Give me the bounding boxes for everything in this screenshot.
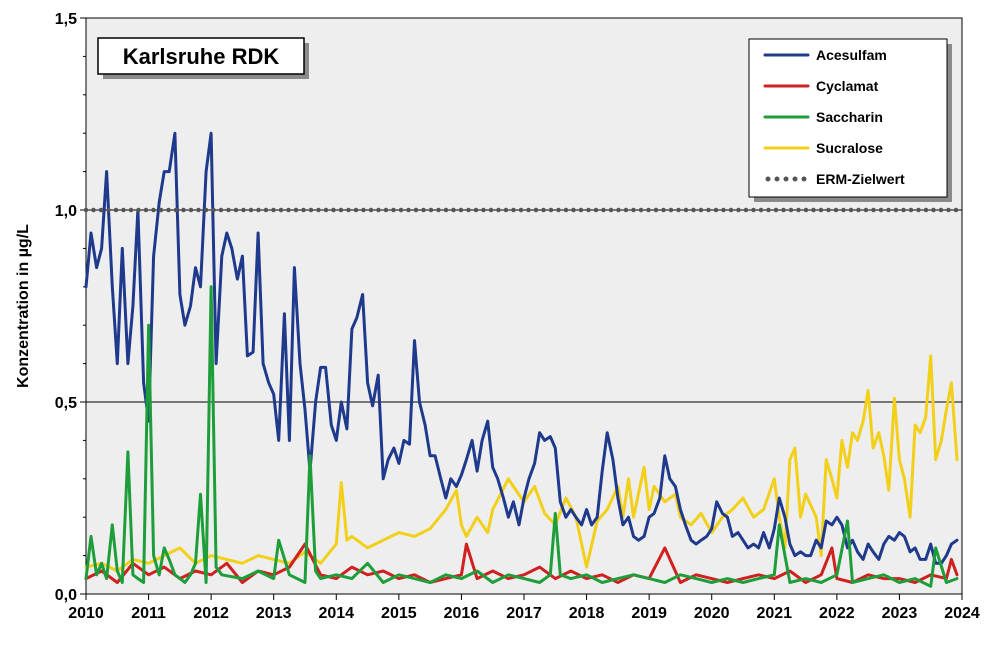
- series-layer: [83, 131, 965, 588]
- x-tick-label: 2021: [756, 605, 792, 622]
- x-tick-label: 2012: [193, 605, 229, 622]
- x-tick-label: 2020: [694, 605, 730, 622]
- legend: Acesulfam Cyclamat Saccharin Sucralose ERM-Z…: [748, 38, 952, 202]
- series-line-saccharin: [84, 285, 959, 588]
- legend-label-cyclamat: Cyclamat: [816, 78, 879, 94]
- legend-label-saccharin: Saccharin: [816, 109, 883, 125]
- series-line-acesulfam: [84, 131, 959, 565]
- y-tick-label: 0,0: [55, 587, 77, 604]
- y-axis-title: Konzentration in µg/L: [15, 224, 32, 388]
- x-tick-label: 2022: [819, 605, 855, 622]
- y-tick-label: 1,0: [55, 203, 77, 220]
- y-tick-label: 1,5: [55, 11, 77, 28]
- x-tick-label: 2011: [131, 605, 166, 622]
- legend-label-sucralose: Sucralose: [816, 140, 883, 156]
- chart-title: Karlsruhe RDK: [123, 44, 280, 69]
- x-tick-label: 2014: [318, 605, 354, 622]
- x-tick-label: 2010: [68, 605, 104, 622]
- legend-label-erm-zielwert: ERM-Zielwert: [816, 171, 905, 187]
- x-tick-label: 2017: [506, 605, 542, 622]
- x-tick-label: 2018: [569, 605, 605, 622]
- x-tick-label: 2023: [882, 605, 918, 622]
- y-axis: 0,0 0,5 1,0 1,5: [55, 11, 86, 604]
- x-tick-label: 2016: [444, 605, 480, 622]
- legend-label-acesulfam: Acesulfam: [816, 47, 887, 63]
- y-tick-label: 0,5: [55, 395, 77, 412]
- grid: [86, 209, 962, 403]
- series-line-sucralose: [84, 354, 959, 573]
- x-tick-label: 2015: [381, 605, 417, 622]
- x-tick-label: 2019: [631, 605, 667, 622]
- x-tick-label: 2013: [256, 605, 292, 622]
- x-axis: 2010 2011 2012 2013 2014 2015 2016 2017 2018 2019…: [68, 594, 980, 622]
- title-box: Karlsruhe RDK: [97, 37, 309, 79]
- x-tick-label: 2024: [944, 605, 980, 622]
